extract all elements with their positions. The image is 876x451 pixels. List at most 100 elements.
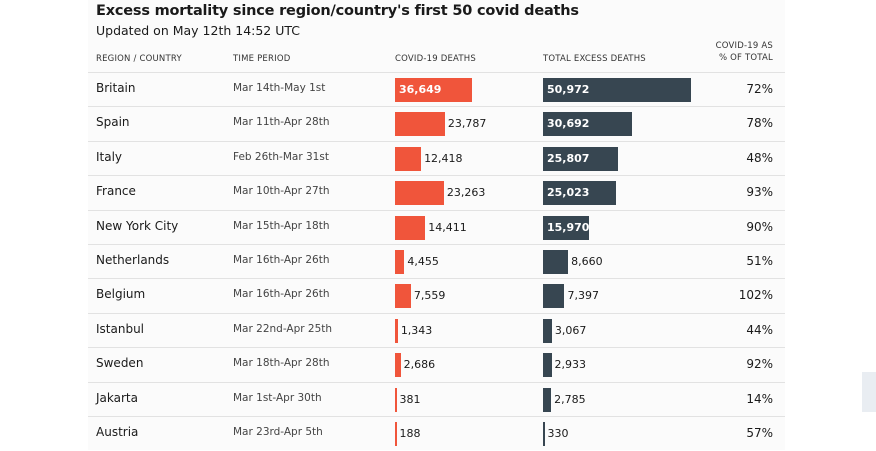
region-label: Jakarta xyxy=(96,390,138,405)
excess-deaths-bar xyxy=(543,250,569,274)
covid-deaths-value: 12,418 xyxy=(424,151,463,165)
excess-deaths-value: 30,692 xyxy=(547,117,590,131)
region-label: Netherlands xyxy=(96,253,170,267)
covid-deaths-bar xyxy=(395,284,411,309)
right-margin xyxy=(785,0,876,450)
table-row: Belgium Mar 16th-Apr 26th 7,559 7,397 102% xyxy=(88,278,785,313)
table-row: Jakarta Mar 1st-Apr 30th 381 2,785 14% xyxy=(88,381,785,417)
region-label: New York City xyxy=(96,218,179,233)
covid-deaths-value: 1,343 xyxy=(400,323,433,337)
covid-share-percent: 72% xyxy=(746,82,773,96)
table-row: Netherlands Mar 16th-Apr 26th 4,455 8,660 51… xyxy=(88,244,785,279)
column-header-percent-line1: COVID-19 AS xyxy=(715,41,773,51)
covid-share-percent: 78% xyxy=(746,116,773,131)
region-label: Britain xyxy=(96,81,136,95)
covid-share-percent: 57% xyxy=(746,426,773,440)
table-row: Italy Feb 26th-Mar 31st 12,418 25,807 48% xyxy=(88,140,785,176)
covid-share-percent: 44% xyxy=(746,322,773,337)
table-row: Austria Mar 23rd-Apr 5th 188 330 57% xyxy=(88,416,785,451)
table-row: New York City Mar 15th-Apr 18th 14,411 15,9… xyxy=(88,209,785,245)
left-margin xyxy=(0,0,88,450)
excess-deaths-bar xyxy=(543,387,552,412)
covid-share-percent: 14% xyxy=(746,391,773,406)
region-label: Sweden xyxy=(96,356,144,371)
region-label: France xyxy=(96,184,136,199)
time-period-label: Mar 14th-May 1st xyxy=(233,82,326,94)
excess-deaths-value: 2,933 xyxy=(554,358,587,372)
chart-subtitle: Updated on May 12th 14:52 UTC xyxy=(96,23,301,38)
time-period-label: Mar 1st-Apr 30th xyxy=(233,391,322,404)
covid-deaths-value: 36,649 xyxy=(399,83,442,96)
region-label: Belgium xyxy=(96,287,146,302)
covid-deaths-bar xyxy=(395,250,405,274)
time-period-label: Mar 16th-Apr 26th xyxy=(233,288,330,301)
excess-deaths-value: 50,972 xyxy=(547,83,590,96)
excess-deaths-value: 15,970 xyxy=(547,220,590,234)
covid-deaths-value: 23,263 xyxy=(446,186,486,200)
edge-decoration xyxy=(862,372,876,412)
region-label: Italy xyxy=(96,149,123,164)
excess-deaths-value: 330 xyxy=(547,427,569,440)
time-period-label: Mar 18th-Apr 28th xyxy=(233,357,330,370)
excess-deaths-value: 8,660 xyxy=(571,255,603,268)
column-header-excess-deaths: TOTAL EXCESS DEATHS xyxy=(543,54,646,64)
covid-deaths-bar xyxy=(395,181,444,206)
covid-deaths-value: 14,411 xyxy=(428,220,467,234)
excess-deaths-bar xyxy=(543,112,633,137)
covid-deaths-bar xyxy=(395,215,426,240)
covid-share-percent: 51% xyxy=(746,254,773,268)
table-row: Sweden Mar 18th-Apr 28th 2,686 2,933 92% xyxy=(88,347,785,382)
covid-deaths-value: 188 xyxy=(399,427,421,440)
covid-share-percent: 102% xyxy=(738,288,773,303)
time-period-label: Mar 11th-Apr 28th xyxy=(233,116,330,129)
time-period-label: Mar 16th-Apr 26th xyxy=(233,254,330,266)
covid-deaths-bar xyxy=(395,387,397,412)
covid-share-percent: 93% xyxy=(746,185,773,200)
time-period-label: Mar 23rd-Apr 5th xyxy=(233,426,323,438)
column-header-percent-line2: % OF TOTAL xyxy=(718,53,773,63)
chart-title: Excess mortality since region/country's … xyxy=(96,3,579,19)
column-header-covid-deaths: COVID-19 DEATHS xyxy=(395,54,476,64)
excess-deaths-value: 3,067 xyxy=(554,323,587,337)
excess-deaths-bar xyxy=(543,78,691,102)
column-header-period: TIME PERIOD xyxy=(233,54,291,64)
chart-card: Excess mortality since region/country's … xyxy=(88,0,785,450)
region-label: Istanbul xyxy=(96,321,145,336)
covid-share-percent: 90% xyxy=(746,219,773,234)
covid-deaths-bar xyxy=(395,353,401,378)
time-period-label: Mar 15th-Apr 18th xyxy=(233,219,330,232)
region-label: Austria xyxy=(96,425,139,439)
excess-deaths-value: 25,807 xyxy=(547,151,590,165)
table-row: France Mar 10th-Apr 27th 23,263 25,023 93% xyxy=(88,175,785,210)
covid-deaths-value: 2,686 xyxy=(403,358,436,372)
covid-deaths-bar xyxy=(395,146,422,171)
covid-deaths-value: 7,559 xyxy=(413,289,446,303)
covid-deaths-bar xyxy=(395,78,472,102)
covid-deaths-bar xyxy=(395,422,397,446)
covid-deaths-value: 4,455 xyxy=(407,255,439,268)
column-header-region: REGION / COUNTRY xyxy=(96,54,182,64)
excess-deaths-bar xyxy=(543,146,618,171)
covid-share-percent: 92% xyxy=(746,357,773,372)
table-row: Britain Mar 14th-May 1st 36,649 50,972 72% xyxy=(88,72,785,107)
covid-deaths-bar xyxy=(395,318,398,343)
covid-deaths-bar xyxy=(395,112,445,137)
covid-deaths-value: 381 xyxy=(399,392,421,406)
table-row: Spain Mar 11th-Apr 28th 23,787 30,692 78% xyxy=(88,106,785,141)
table-row: Istanbul Mar 22nd-Apr 25th 1,343 3,067 44% xyxy=(88,312,785,348)
time-period-label: Mar 10th-Apr 27th xyxy=(233,185,330,198)
excess-deaths-bar xyxy=(543,353,552,378)
excess-deaths-value: 25,023 xyxy=(547,186,590,200)
excess-deaths-value: 2,785 xyxy=(554,392,586,406)
excess-deaths-bar xyxy=(543,422,545,446)
time-period-label: Feb 26th-Mar 31st xyxy=(233,150,329,163)
excess-deaths-bar xyxy=(543,284,565,309)
time-period-label: Mar 22nd-Apr 25th xyxy=(233,322,333,335)
column-header-percent: COVID-19 AS % OF TOTAL xyxy=(716,40,773,64)
excess-deaths-value: 7,397 xyxy=(567,289,599,303)
excess-deaths-bar xyxy=(543,215,590,240)
excess-deaths-bar xyxy=(543,318,552,343)
region-label: Spain xyxy=(96,115,130,130)
covid-deaths-value: 23,787 xyxy=(447,117,487,131)
excess-deaths-bar xyxy=(543,181,616,206)
